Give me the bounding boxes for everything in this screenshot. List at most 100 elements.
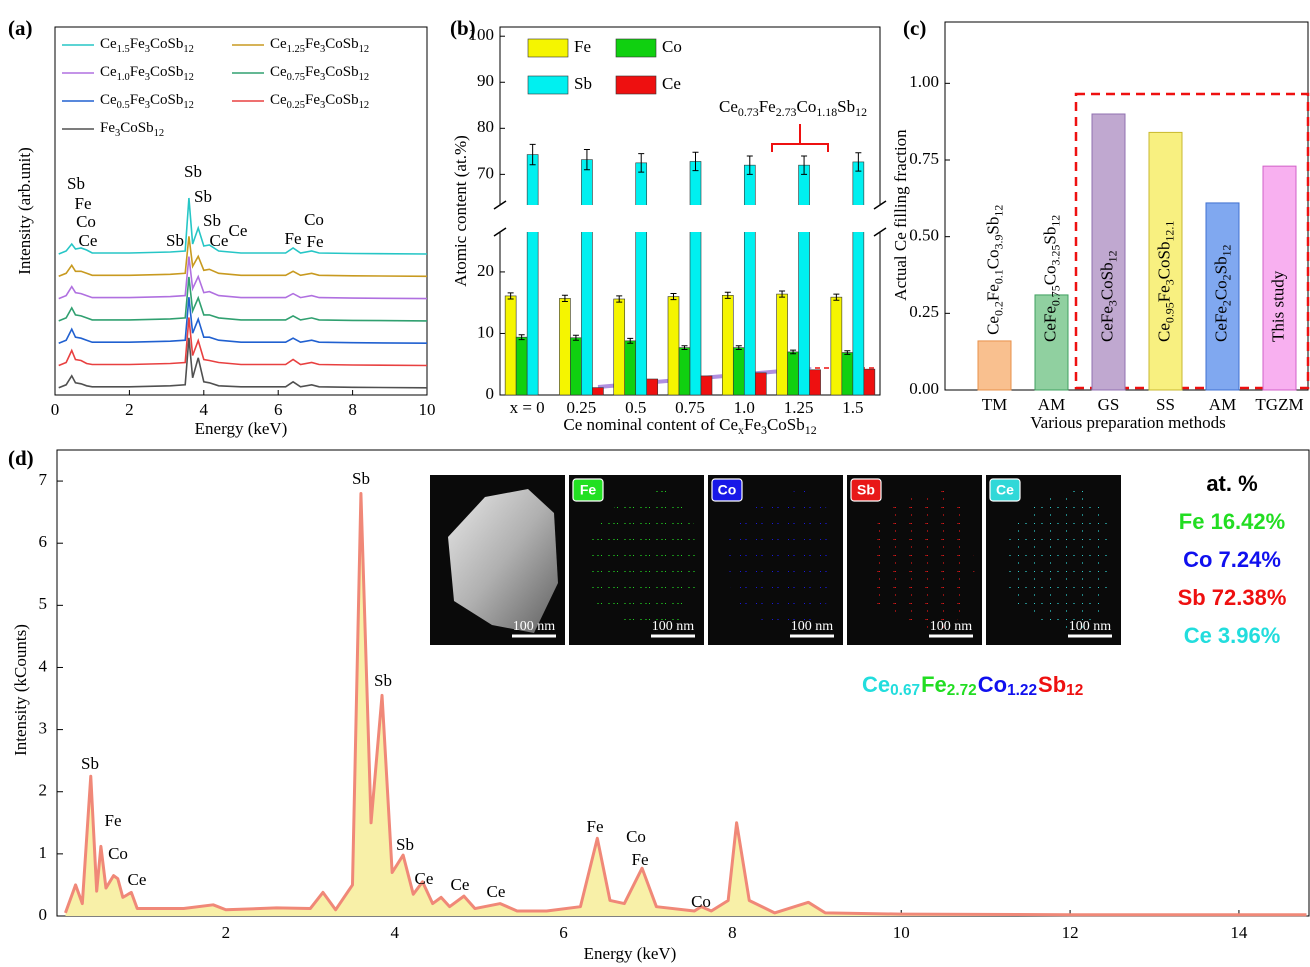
- composition-item: Ce 3.96%: [1184, 623, 1281, 648]
- scale-bar-label: 100 nm: [652, 619, 695, 634]
- bar: [668, 297, 679, 395]
- peak-label: Fe: [307, 232, 324, 251]
- peak-label: Sb: [396, 835, 414, 854]
- bar: [788, 352, 799, 395]
- bar-label: CeFe2Co2Sb12: [1211, 244, 1233, 342]
- peak-label: Sb: [184, 162, 202, 181]
- x-tick-label: 6: [274, 400, 283, 419]
- y-tick-label: 10: [477, 322, 494, 341]
- peak-label: Fe: [632, 850, 649, 869]
- peak-label: Ce: [79, 231, 98, 250]
- bar: [799, 165, 810, 395]
- x-tick-label: 8: [728, 923, 737, 942]
- legend-label: Ce0.5Fe3CoSb12: [100, 92, 194, 111]
- x-tick-label: 14: [1230, 923, 1248, 942]
- scale-bar-label: 100 nm: [791, 619, 834, 634]
- peak-label: Sb: [374, 671, 392, 690]
- y-tick-label: 2: [39, 781, 48, 800]
- x-tick-label: TM: [982, 395, 1008, 414]
- bar: [559, 298, 570, 395]
- y-tick-label: 1: [39, 843, 48, 862]
- legend-label: Ce1.5Fe3CoSb12: [100, 36, 194, 55]
- peak-label: Sb: [67, 174, 85, 193]
- bar: [505, 296, 516, 395]
- legend-swatch: [616, 76, 656, 94]
- legend-swatch: [528, 76, 568, 94]
- bar: [614, 299, 625, 395]
- y-tick-label: 7: [39, 470, 48, 489]
- legend-label: Ce1.0Fe3CoSb12: [100, 64, 194, 83]
- peak-label: Fe: [587, 817, 604, 836]
- x-tick-label: AM: [1038, 395, 1065, 414]
- y-tick-label: 0.75: [909, 149, 939, 168]
- bar: [744, 165, 755, 395]
- bar: [810, 370, 821, 395]
- x-tick-label: GS: [1098, 395, 1120, 414]
- peak-label: Ce: [128, 870, 147, 889]
- peak-label: Sb: [166, 231, 184, 250]
- y-tick-label: 3: [39, 719, 48, 738]
- x-tick-label: x = 0: [510, 398, 545, 417]
- bar: [978, 341, 1011, 390]
- bracket: [772, 124, 828, 152]
- x-tick-label: 0: [51, 400, 60, 419]
- scale-bar-label: 100 nm: [513, 619, 556, 634]
- x-tick-label: 4: [200, 400, 209, 419]
- map-label: Fe: [580, 482, 597, 498]
- bar: [679, 348, 690, 395]
- composition-item: Co 7.24%: [1183, 547, 1281, 572]
- peak-label: Ce: [487, 882, 506, 901]
- x-tick-label: 0.25: [567, 398, 597, 417]
- y-tick-label: 20: [477, 261, 494, 280]
- y-tick-label: 6: [39, 532, 48, 551]
- formula-part: Ce0.67: [862, 672, 920, 699]
- x-tick-label: SS: [1156, 395, 1175, 414]
- x-axis-label: Various preparation methods: [1030, 413, 1225, 432]
- panel-label: (d): [8, 446, 34, 470]
- legend-swatch: [616, 39, 656, 57]
- y-tick-label: 0: [486, 384, 495, 403]
- x-tick-label: 6: [559, 923, 568, 942]
- formula-part: Fe2.72: [921, 672, 977, 699]
- bar: [722, 295, 733, 395]
- peak-label: Co: [108, 844, 128, 863]
- y-axis-label: Atomic content (at.%): [451, 135, 470, 287]
- x-tick-label: 8: [348, 400, 357, 419]
- bar: [516, 337, 527, 395]
- peak-label: Fe: [75, 194, 92, 213]
- annotation: Ce0.73Fe2.73Co1.18Sb12: [719, 97, 867, 119]
- peak-label: Ce: [229, 221, 248, 240]
- legend-label: Ce0.25Fe3CoSb12: [270, 92, 369, 111]
- bar-label: Ce0.2Fe0.1Co3.9Sb12: [983, 205, 1005, 335]
- peak-label: Sb: [203, 211, 221, 230]
- peak-label: Ce: [451, 875, 470, 894]
- x-tick-label: 0.5: [625, 398, 646, 417]
- axis-break: [494, 205, 886, 232]
- legend-label: Co: [662, 37, 682, 56]
- x-axis-label: Energy (keV): [195, 419, 288, 438]
- bar: [570, 338, 581, 395]
- x-tick-label: 10: [893, 923, 910, 942]
- x-axis-label: Ce nominal content of CexFe3CoSb12: [563, 415, 816, 437]
- bar: [853, 162, 864, 395]
- y-axis-label: Intensity (arb.unit): [15, 147, 34, 274]
- bar: [777, 294, 788, 395]
- scale-bar-label: 100 nm: [930, 619, 973, 634]
- bar: [842, 353, 853, 395]
- spectrum-line: [59, 338, 427, 388]
- composition-title: at. %: [1206, 471, 1257, 496]
- legend-label: Sb: [574, 74, 592, 93]
- legend-swatch: [528, 39, 568, 57]
- peak-label: Co: [691, 892, 711, 911]
- y-tick-label: 90: [477, 71, 494, 90]
- bar: [733, 348, 744, 395]
- bar: [592, 388, 603, 395]
- peak-label: Co: [626, 827, 646, 846]
- composition-item: Sb 72.38%: [1178, 585, 1287, 610]
- map-label: Ce: [996, 482, 1014, 498]
- y-tick-label: 70: [477, 163, 494, 182]
- map-label: Co: [718, 482, 737, 498]
- x-tick-label: 12: [1062, 923, 1079, 942]
- y-axis-label: Actual Ce filling fraction: [891, 129, 910, 301]
- spectrum-line: [59, 236, 427, 276]
